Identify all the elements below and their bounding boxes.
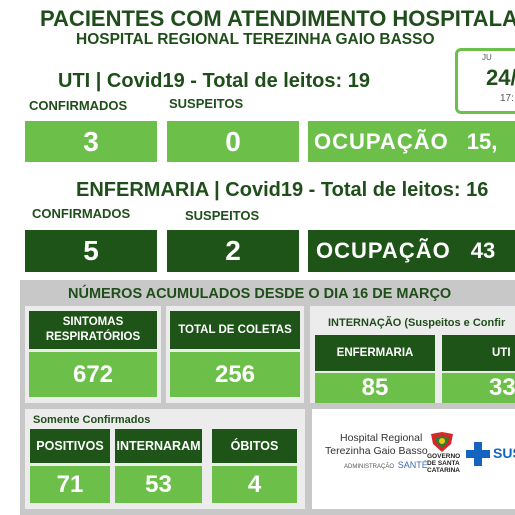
internacao-enfermaria-value: 85	[315, 373, 435, 403]
accum-title: NÚMEROS ACUMULADOS DESDE O DIA 16 DE MAR…	[68, 286, 452, 302]
internacao-uti-value-text: 33	[489, 374, 515, 401]
symptoms-value: 672	[29, 352, 157, 397]
enfermaria-suspect-label: SUSPEITOS	[185, 208, 260, 223]
enfermaria-confirmed-value: 5	[25, 230, 157, 272]
sus-cross-icon	[466, 442, 490, 466]
hospital-logo: Hospital Regional Terezinha Gaio Basso A…	[318, 432, 428, 476]
uti-occupancy-value: 15,	[466, 128, 498, 154]
confirmed-only-label: Somente Confirmados	[33, 414, 151, 426]
symptoms-label: SINTOMAS RESPIRATÓRIOS	[29, 311, 157, 349]
hospital-logo-admin: ADMINISTRAÇÃO SANTÉ	[344, 460, 428, 470]
uti-occupancy: OCUPAÇÃO 15,	[308, 121, 515, 162]
uti-suspect-label: SUSPEITOS	[169, 96, 244, 111]
collections-label: TOTAL DE COLETAS	[170, 311, 300, 349]
positives-value: 71	[30, 466, 110, 503]
collections-value: 256	[170, 352, 300, 397]
gov-line1: GOVERNO	[427, 453, 461, 460]
admin-prefix: ADMINISTRAÇÃO	[344, 464, 395, 470]
enfermaria-title: ENFERMARIA | Covid19 - Total de leitos: …	[76, 179, 489, 201]
admin-name: SANTÉ	[397, 460, 428, 470]
uti-title: UTI | Covid19 - Total de leitos: 19	[58, 70, 370, 92]
date-box: JU 24/ 17:	[455, 48, 515, 114]
santa-catarina-shield-icon	[431, 432, 453, 452]
uti-confirmed-label: CONFIRMADOS	[29, 98, 128, 113]
enfermaria-confirmed-label: CONFIRMADOS	[32, 206, 131, 221]
enfermaria-occupancy: OCUPAÇÃO 43	[308, 230, 515, 272]
positives-label: POSITIVOS	[30, 429, 110, 463]
uti-occupancy-label: OCUPAÇÃO	[314, 128, 449, 154]
santa-catarina-logo: GOVERNO DE SANTA CATARINA	[427, 432, 465, 478]
sus-label: SUS	[493, 445, 515, 461]
hospitalized-value: 53	[115, 466, 202, 503]
date-month: JU	[482, 53, 492, 62]
enfermaria-suspect-value: 2	[167, 230, 299, 272]
internacao-uti-label: UTI	[442, 335, 515, 371]
internacao-enfermaria-label: ENFERMARIA	[315, 335, 435, 371]
internacao-uti-label-text: UTI	[492, 346, 511, 359]
internacao-label: INTERNAÇÃO (Suspeitos e Confir	[328, 317, 506, 329]
deaths-value: 4	[212, 466, 297, 503]
date-time: 17:	[500, 93, 514, 104]
sus-logo: SUS	[466, 440, 515, 470]
enfermaria-occupancy-value: 43	[470, 238, 496, 263]
enfermaria-occupancy-label: OCUPAÇÃO	[316, 238, 451, 263]
deaths-label: ÓBITOS	[212, 429, 297, 463]
hospitalized-label: INTERNARAM	[115, 429, 202, 463]
hospital-logo-line2: Terezinha Gaio Basso	[325, 445, 428, 457]
uti-confirmed-value: 3	[25, 121, 157, 162]
page-title: PACIENTES COM ATENDIMENTO HOSPITALA	[40, 6, 515, 31]
gov-line3: CATARINA	[427, 467, 460, 474]
internacao-uti-value: 33	[442, 373, 515, 403]
uti-suspect-value: 0	[167, 121, 299, 162]
date-value: 24/	[486, 65, 515, 90]
gov-line2: DE SANTA	[427, 460, 460, 467]
page-subtitle: HOSPITAL REGIONAL TEREZINHA GAIO BASSO	[76, 31, 435, 48]
hospital-logo-line1: Hospital Regional	[340, 432, 423, 444]
